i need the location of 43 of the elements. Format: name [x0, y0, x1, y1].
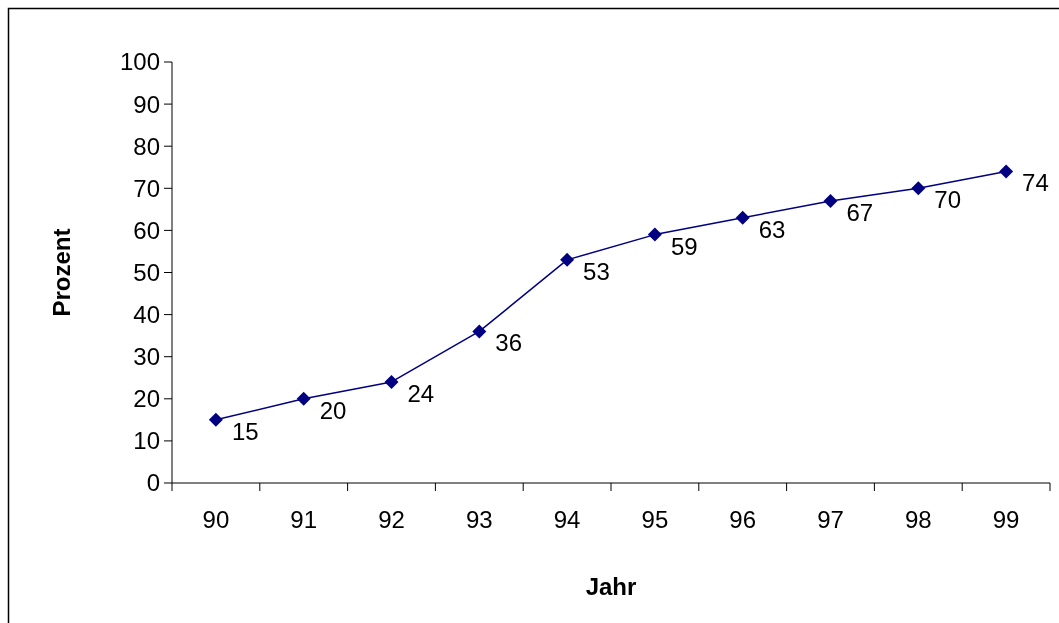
x-tick-label: 94	[553, 506, 581, 533]
point	[208, 412, 223, 427]
y-tick-label: 70	[133, 174, 160, 202]
data-label: 20	[319, 396, 347, 424]
data-label: 59	[670, 232, 698, 260]
point	[384, 374, 399, 389]
point	[560, 252, 575, 267]
y-tick-label: 10	[133, 427, 160, 455]
data-label: 63	[758, 215, 786, 243]
y-tick-label: 50	[133, 258, 160, 286]
x-tick-label: 98	[904, 506, 932, 533]
point	[999, 164, 1014, 179]
data-label: 15	[231, 417, 259, 445]
point	[911, 181, 926, 196]
x-tick-label: 93	[465, 506, 493, 533]
point	[823, 193, 838, 208]
y-tick-label: 80	[133, 132, 160, 160]
data-label: 36	[495, 329, 522, 357]
y-tick-label: 0	[146, 469, 160, 497]
x-tick-label: 96	[729, 506, 757, 533]
point	[647, 227, 662, 242]
x-tick-label: 91	[290, 506, 318, 533]
data-label: 70	[934, 186, 961, 214]
point	[735, 210, 750, 225]
y-tick-label: 20	[133, 385, 160, 413]
point	[296, 391, 311, 406]
x-tick-label: 90	[202, 506, 230, 533]
y-tick-label: 30	[133, 343, 160, 371]
data-label: 24	[407, 379, 435, 407]
x-tick-label: 99	[992, 506, 1020, 533]
y-tick-label: 60	[133, 216, 160, 244]
y-tick-label: 40	[133, 301, 160, 328]
x-tick-label: 95	[641, 506, 669, 533]
data-label: 53	[583, 257, 610, 285]
data-label: 67	[846, 198, 874, 226]
point	[472, 324, 487, 339]
x-tick-label: 92	[378, 506, 405, 533]
x-axis-title: Jahr	[585, 573, 637, 600]
data-label: 74	[1022, 169, 1049, 197]
x-tick-label: 97	[817, 506, 844, 533]
y-tick-label: 90	[133, 90, 160, 118]
y-tick-label: 100	[119, 48, 160, 76]
y-axis-title: Prozent	[48, 228, 75, 317]
